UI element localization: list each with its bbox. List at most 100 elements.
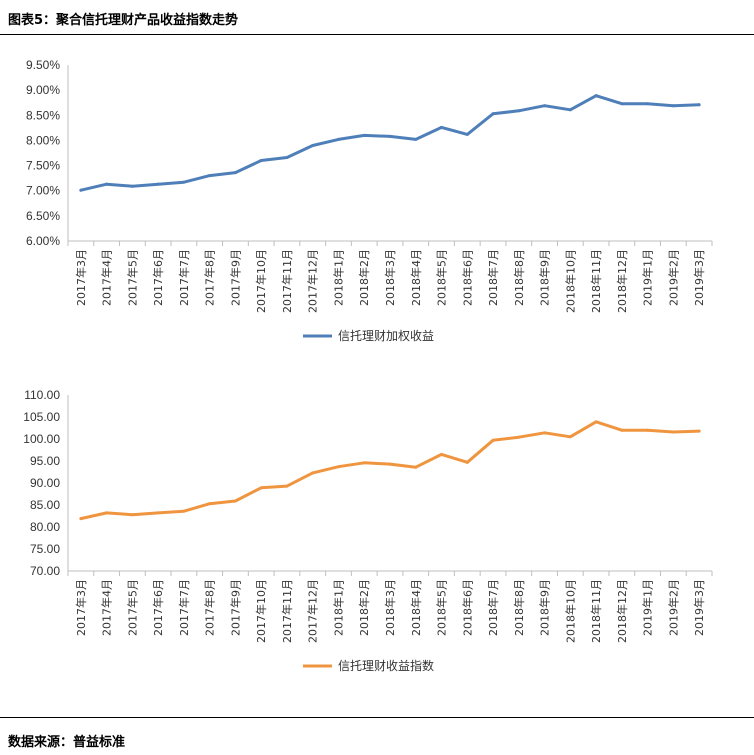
y-tick-label: 6.50% <box>26 209 60 223</box>
x-tick-label: 2019年1月 <box>641 249 655 306</box>
figure-title: 图表5：聚合信托理财产品收益指数走势 <box>8 13 239 28</box>
x-tick-label: 2017年7月 <box>177 249 191 306</box>
data-source-note: 数据来源：普益标准 <box>8 735 126 750</box>
x-tick-label: 2018年11月 <box>589 579 603 643</box>
x-tick-label: 2017年8月 <box>203 579 217 636</box>
y-tick-label: 9.50% <box>26 58 60 72</box>
data-point <box>130 184 134 188</box>
data-point <box>646 428 650 432</box>
x-tick-label: 2018年3月 <box>383 249 397 306</box>
data-point <box>646 102 650 106</box>
x-tick-label: 2018年5月 <box>435 579 449 636</box>
series-line <box>79 420 701 521</box>
data-point <box>594 420 598 424</box>
x-tick-label: 2017年5月 <box>125 249 139 306</box>
data-point <box>259 159 263 163</box>
y-tick-label: 75.00 <box>30 542 60 556</box>
x-tick-label: 2017年3月 <box>74 249 88 306</box>
y-tick-label: 7.50% <box>26 159 60 173</box>
x-tick-label: 2018年5月 <box>435 249 449 306</box>
data-point <box>620 428 624 432</box>
x-tick-label: 2019年2月 <box>666 579 680 636</box>
x-tick-label: 2017年5月 <box>125 579 139 636</box>
x-tick-label: 2018年7月 <box>486 579 500 636</box>
x-tick-label: 2018年11月 <box>589 249 603 313</box>
x-tick-label: 2017年9月 <box>228 249 242 306</box>
x-tick-label: 2018年12月 <box>615 249 629 313</box>
x-tick-label: 2017年4月 <box>100 579 114 636</box>
y-tick-label: 70.00 <box>30 564 60 578</box>
legend-label: 信托理财加权收益 <box>338 329 434 343</box>
x-tick-label: 2017年10月 <box>254 579 268 643</box>
data-point <box>414 137 418 141</box>
data-point <box>671 104 675 108</box>
y-tick-label: 9.00% <box>26 83 60 97</box>
data-point <box>543 431 547 435</box>
data-point <box>182 180 186 184</box>
y-tick-label: 95.00 <box>30 454 60 468</box>
data-point <box>414 465 418 469</box>
x-tick-label: 2018年4月 <box>409 249 423 306</box>
x-tick-label: 2017年3月 <box>74 579 88 636</box>
legend-label: 信托理财收益指数 <box>338 658 434 673</box>
y-tick-label: 6.00% <box>26 234 60 248</box>
x-tick-label: 2019年3月 <box>692 249 706 306</box>
y-tick-label: 110.00 <box>24 388 60 402</box>
data-point <box>208 502 212 506</box>
data-point <box>336 465 340 469</box>
data-point <box>697 103 701 107</box>
data-point <box>130 513 134 517</box>
y-tick-label: 80.00 <box>30 520 60 534</box>
x-tick-label: 2018年1月 <box>331 249 345 306</box>
data-point <box>208 174 212 178</box>
data-point <box>491 112 495 116</box>
data-point <box>311 143 315 147</box>
data-point <box>465 132 469 136</box>
x-tick-label: 2017年10月 <box>254 249 268 313</box>
x-tick-label: 2019年1月 <box>641 579 655 636</box>
data-point <box>336 137 340 141</box>
data-point <box>440 125 444 129</box>
data-point <box>388 462 392 466</box>
series-line <box>79 94 701 192</box>
y-tick-label: 105.00 <box>23 410 60 424</box>
data-point <box>285 156 289 160</box>
data-point <box>233 171 237 175</box>
data-point <box>465 460 469 464</box>
data-point <box>568 435 572 439</box>
data-point <box>671 430 675 434</box>
data-point <box>156 182 160 186</box>
x-tick-label: 2018年8月 <box>512 249 526 306</box>
weighted-yield-chart: 9.50% 9.00% 8.50% 8.00% 7.50% 7.00% 6.50% 6.00%… <box>26 58 713 343</box>
y-tick-label: 85.00 <box>30 498 60 512</box>
x-tick-label: 2017年12月 <box>306 249 320 313</box>
data-point <box>105 182 109 186</box>
data-point <box>362 461 366 465</box>
x-tick-label: 2017年11月 <box>280 249 294 313</box>
x-tick-label: 2018年6月 <box>460 249 474 306</box>
x-tick-label: 2017年4月 <box>100 249 114 306</box>
data-point <box>233 499 237 503</box>
x-tick-label: 2018年9月 <box>538 579 552 636</box>
x-tick-label: 2018年12月 <box>615 579 629 643</box>
x-tick-label: 2017年6月 <box>151 249 165 306</box>
data-point <box>156 511 160 515</box>
x-tick-label: 2019年2月 <box>666 249 680 306</box>
data-point <box>517 109 521 113</box>
data-point <box>182 509 186 513</box>
y-tick-label: 90.00 <box>30 476 60 490</box>
x-tick-label: 2018年3月 <box>383 579 397 636</box>
data-point <box>440 452 444 456</box>
data-point <box>311 471 315 475</box>
y-tick-label: 8.50% <box>26 108 60 122</box>
data-point <box>620 102 624 106</box>
data-point <box>543 104 547 108</box>
data-point <box>259 486 263 490</box>
data-point <box>388 134 392 138</box>
data-point <box>79 188 83 192</box>
y-tick-label: 100.00 <box>23 432 60 446</box>
x-tick-label: 2018年10月 <box>563 579 577 643</box>
data-point <box>79 517 83 521</box>
x-tick-label: 2017年7月 <box>177 579 191 636</box>
data-point <box>285 484 289 488</box>
